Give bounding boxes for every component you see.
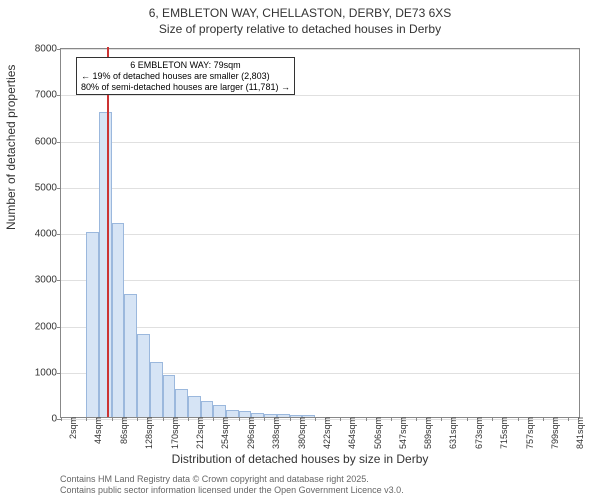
y-axis-label: Number of detached properties [4, 65, 18, 230]
y-tick-label: 8000 [35, 44, 61, 55]
histogram-bar [175, 389, 188, 417]
x-tick-mark [213, 417, 214, 421]
x-tick-mark [416, 417, 417, 421]
x-tick-label: 506sqm [369, 417, 383, 449]
x-tick-label: 673sqm [470, 417, 484, 449]
histogram-bar [112, 223, 125, 417]
y-gridline [61, 95, 579, 96]
x-tick-mark [340, 417, 341, 421]
chart-container: 6, EMBLETON WAY, CHELLASTON, DERBY, DE73… [0, 0, 600, 500]
y-gridline [61, 234, 579, 235]
y-tick-label: 0 [51, 414, 61, 425]
histogram-bar [150, 362, 163, 418]
histogram-bar [239, 411, 252, 417]
x-tick-label: 86sqm [115, 417, 129, 444]
x-tick-label: 254sqm [216, 417, 230, 449]
title-line-2: Size of property relative to detached ho… [0, 22, 600, 38]
footer: Contains HM Land Registry data © Crown c… [60, 474, 404, 496]
x-tick-label: 631sqm [444, 417, 458, 449]
footer-line-2: Contains public sector information licen… [60, 485, 404, 496]
x-tick-label: 464sqm [343, 417, 357, 449]
y-gridline [61, 280, 579, 281]
histogram-bar [302, 415, 315, 417]
histogram-bar [188, 396, 201, 417]
x-axis-label: Distribution of detached houses by size … [0, 452, 600, 466]
x-tick-label: 2sqm [64, 417, 78, 439]
histogram-bar [86, 232, 99, 417]
histogram-bar [99, 112, 112, 417]
annotation-box: 6 EMBLETON WAY: 79sqm ← 19% of detached … [76, 57, 295, 95]
x-tick-label: 338sqm [267, 417, 281, 449]
y-tick-label: 7000 [35, 90, 61, 101]
y-tick-label: 4000 [35, 229, 61, 240]
y-tick-label: 1000 [35, 367, 61, 378]
x-tick-mark [568, 417, 569, 421]
histogram-bar [163, 375, 176, 417]
x-tick-label: 422sqm [318, 417, 332, 449]
y-gridline [61, 49, 579, 50]
y-tick-label: 2000 [35, 321, 61, 332]
x-tick-label: 841sqm [571, 417, 585, 449]
x-tick-label: 799sqm [546, 417, 560, 449]
histogram-bar [277, 414, 290, 417]
histogram-bar [264, 414, 277, 417]
x-tick-label: 715sqm [495, 417, 509, 449]
x-tick-mark [518, 417, 519, 421]
x-tick-mark [315, 417, 316, 421]
histogram-bar [251, 413, 264, 417]
x-tick-mark [366, 417, 367, 421]
annotation-line-3: 80% of semi-detached houses are larger (… [81, 82, 290, 93]
x-tick-mark [290, 417, 291, 421]
y-gridline [61, 142, 579, 143]
x-tick-label: 44sqm [89, 417, 103, 444]
chart-title: 6, EMBLETON WAY, CHELLASTON, DERBY, DE73… [0, 6, 600, 37]
x-tick-label: 380sqm [293, 417, 307, 449]
x-tick-label: 757sqm [521, 417, 535, 449]
x-tick-mark [492, 417, 493, 421]
histogram-bar [137, 334, 150, 417]
x-tick-mark [112, 417, 113, 421]
y-gridline [61, 327, 579, 328]
y-tick-label: 3000 [35, 275, 61, 286]
x-tick-label: 212sqm [191, 417, 205, 449]
x-tick-mark [239, 417, 240, 421]
property-marker-line [107, 47, 109, 417]
annotation-line-1: 6 EMBLETON WAY: 79sqm [81, 60, 290, 71]
histogram-bar [290, 415, 303, 417]
x-tick-mark [137, 417, 138, 421]
histogram-bar [213, 405, 226, 417]
y-tick-label: 5000 [35, 182, 61, 193]
x-tick-mark [86, 417, 87, 421]
x-tick-mark [441, 417, 442, 421]
title-line-1: 6, EMBLETON WAY, CHELLASTON, DERBY, DE73… [0, 6, 600, 22]
y-gridline [61, 188, 579, 189]
histogram-bar [201, 401, 214, 417]
x-tick-label: 128sqm [140, 417, 154, 449]
footer-line-1: Contains HM Land Registry data © Crown c… [60, 474, 404, 485]
x-tick-mark [264, 417, 265, 421]
x-tick-mark [467, 417, 468, 421]
x-tick-mark [163, 417, 164, 421]
y-tick-label: 6000 [35, 136, 61, 147]
x-tick-label: 170sqm [166, 417, 180, 449]
histogram-bar [124, 294, 137, 417]
histogram-bar [226, 410, 239, 417]
x-tick-label: 296sqm [242, 417, 256, 449]
annotation-line-2: ← 19% of detached houses are smaller (2,… [81, 71, 290, 82]
x-tick-mark [188, 417, 189, 421]
x-tick-label: 589sqm [419, 417, 433, 449]
x-tick-mark [61, 417, 62, 421]
x-tick-mark [543, 417, 544, 421]
x-tick-mark [391, 417, 392, 421]
plot-area: 0100020003000400050006000700080002sqm44s… [60, 48, 580, 418]
x-tick-label: 547sqm [394, 417, 408, 449]
